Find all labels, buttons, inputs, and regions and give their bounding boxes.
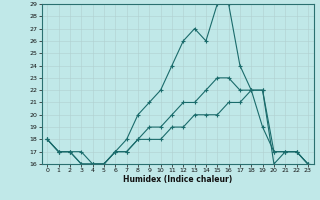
X-axis label: Humidex (Indice chaleur): Humidex (Indice chaleur) [123, 175, 232, 184]
